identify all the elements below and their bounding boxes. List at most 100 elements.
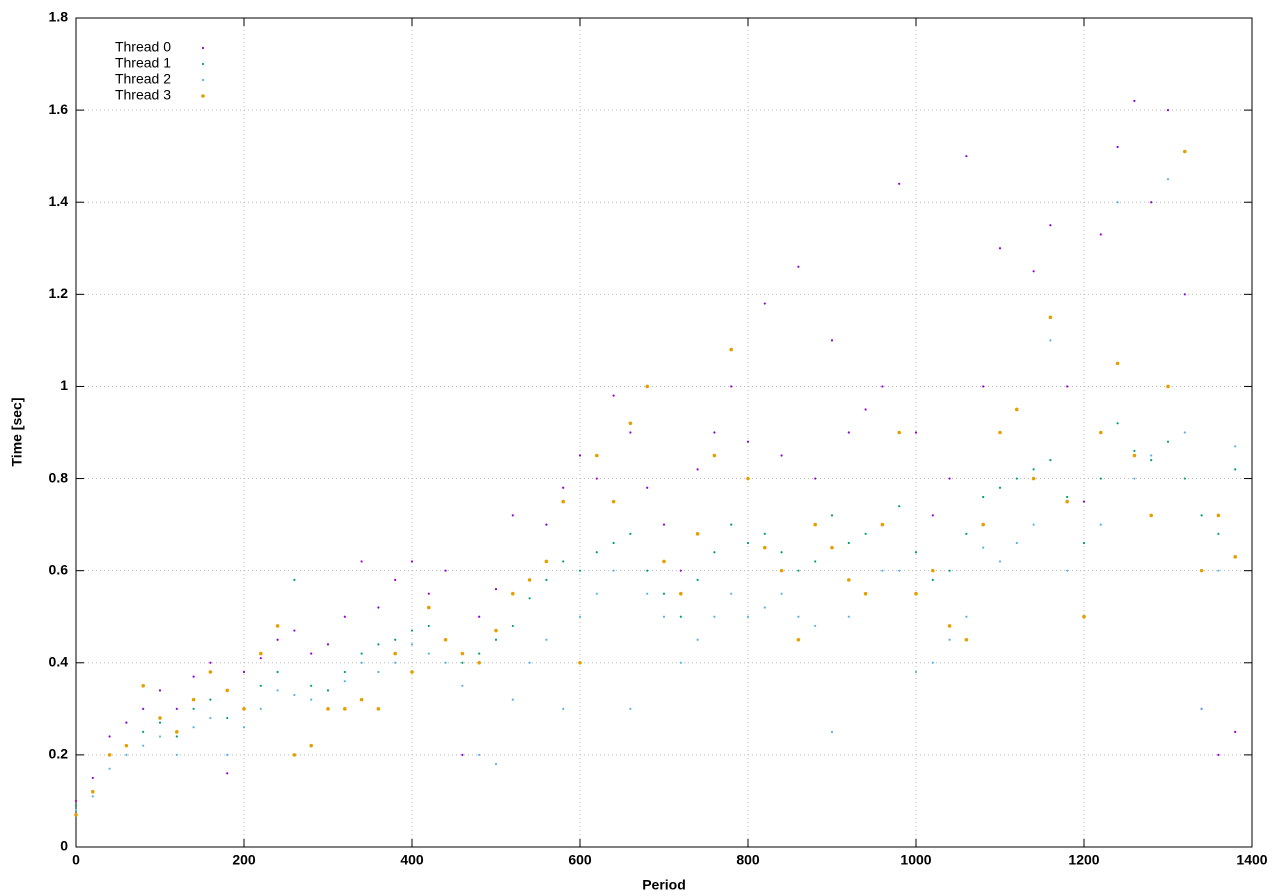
point xyxy=(595,453,599,458)
point xyxy=(360,560,363,563)
point xyxy=(209,661,212,664)
point xyxy=(998,247,1002,250)
point xyxy=(964,637,969,642)
point xyxy=(478,615,481,618)
point xyxy=(847,541,850,545)
point xyxy=(343,680,346,683)
point xyxy=(175,735,178,738)
point xyxy=(410,629,414,632)
point xyxy=(561,499,565,504)
point xyxy=(830,730,834,733)
y-tick-label: 1.2 xyxy=(49,285,69,301)
point xyxy=(1217,569,1220,572)
point xyxy=(730,592,733,595)
y-tick-label: 0 xyxy=(60,838,68,854)
point xyxy=(562,707,565,710)
point xyxy=(1049,224,1052,227)
point xyxy=(830,514,834,517)
point xyxy=(629,431,632,434)
y-tick-label: 0.2 xyxy=(49,746,69,762)
point xyxy=(427,624,430,628)
point xyxy=(158,721,162,724)
x-tick-label: 400 xyxy=(400,852,424,868)
point xyxy=(444,569,447,572)
point xyxy=(191,697,196,702)
point xyxy=(746,615,750,618)
point xyxy=(1132,453,1137,458)
point xyxy=(779,568,784,573)
point xyxy=(1200,707,1203,710)
point xyxy=(545,638,548,641)
point xyxy=(192,675,195,678)
point xyxy=(578,615,582,618)
point xyxy=(461,684,464,687)
point xyxy=(948,569,951,572)
point xyxy=(494,763,498,766)
point xyxy=(830,545,834,550)
point xyxy=(292,753,297,757)
point xyxy=(310,684,313,687)
point xyxy=(427,605,431,610)
point xyxy=(125,753,128,756)
point xyxy=(982,546,985,549)
legend-marker xyxy=(201,62,205,66)
x-tick-label: 0 xyxy=(72,852,80,868)
point xyxy=(192,726,195,729)
point xyxy=(629,707,632,710)
x-tick-label: 1000 xyxy=(900,852,931,868)
point xyxy=(545,578,548,581)
legend-marker xyxy=(201,78,205,82)
point xyxy=(931,661,934,664)
point xyxy=(730,523,733,526)
point xyxy=(226,753,229,756)
point xyxy=(1166,440,1170,443)
point xyxy=(914,551,918,554)
point xyxy=(662,559,666,564)
point xyxy=(679,615,682,618)
point xyxy=(343,615,346,618)
point xyxy=(393,651,398,656)
point xyxy=(91,789,95,794)
point xyxy=(544,559,549,564)
point xyxy=(763,302,766,305)
point xyxy=(1149,513,1153,518)
point xyxy=(343,670,346,674)
point xyxy=(897,430,901,435)
point xyxy=(797,569,800,572)
point xyxy=(763,545,767,550)
point xyxy=(310,698,313,701)
point xyxy=(746,541,750,545)
point xyxy=(142,744,145,747)
point xyxy=(275,624,280,628)
point xyxy=(124,743,129,748)
point xyxy=(293,629,296,632)
point xyxy=(1166,384,1170,389)
point xyxy=(880,522,885,527)
point xyxy=(830,339,834,342)
legend-label: Thread 3 xyxy=(115,87,171,103)
point xyxy=(326,707,330,711)
point xyxy=(427,592,430,595)
point xyxy=(612,569,615,572)
point xyxy=(175,753,178,756)
point xyxy=(175,730,179,734)
point xyxy=(998,560,1002,563)
point xyxy=(309,743,314,748)
point xyxy=(1066,495,1069,499)
point xyxy=(1115,361,1120,366)
point xyxy=(158,735,162,738)
point xyxy=(696,638,699,641)
point xyxy=(763,606,766,609)
point xyxy=(209,716,212,720)
point xyxy=(74,799,78,803)
point xyxy=(1183,431,1186,434)
point xyxy=(646,486,649,489)
point xyxy=(1133,477,1136,480)
point xyxy=(545,523,548,526)
point xyxy=(293,578,296,581)
point xyxy=(158,689,162,692)
point xyxy=(394,578,397,581)
point xyxy=(310,652,313,655)
x-tick-label: 200 xyxy=(232,852,256,868)
point xyxy=(242,726,246,729)
